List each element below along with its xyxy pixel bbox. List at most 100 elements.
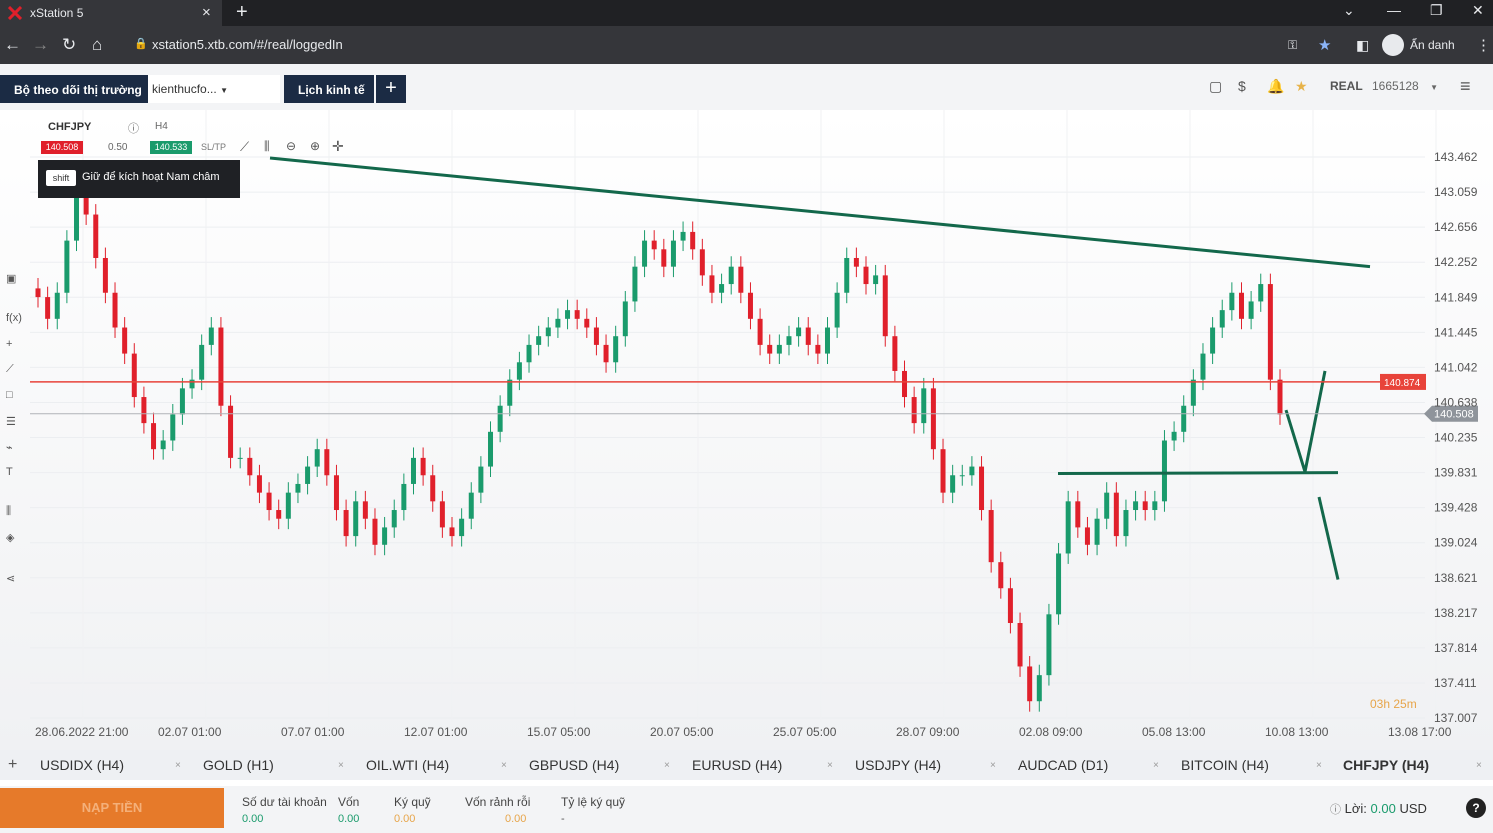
profit-label: Lời:: [1344, 801, 1367, 816]
symbol-tab[interactable]: OIL.WTI (H4): [366, 757, 450, 773]
info-icon[interactable]: ⓘ: [128, 123, 139, 135]
side-panel-icon[interactable]: ◧: [1356, 37, 1370, 53]
price-chart[interactable]: 140.874 140.508 143.462 143.059 142.656 142.…: [0, 110, 1493, 750]
symbol-tab[interactable]: EURUSD (H4): [692, 757, 783, 773]
close-symbol-tab-icon[interactable]: ×: [1153, 760, 1159, 771]
bell-icon[interactable]: 🔔: [1267, 78, 1285, 94]
timeframe-selector[interactable]: H4: [155, 121, 168, 132]
tab-workspace[interactable]: kienthucfo... ▼: [148, 75, 280, 103]
y-tick-label: 140.235: [1434, 431, 1478, 445]
add-symbol-icon[interactable]: +: [8, 756, 18, 773]
equity-label: Vốn: [338, 795, 360, 809]
deposit-button[interactable]: NẠP TIỀN: [0, 788, 224, 828]
sell-button[interactable]: 140.508: [41, 141, 83, 154]
candle-body: [1152, 501, 1158, 511]
key-icon[interactable]: ⚿: [1288, 38, 1298, 52]
close-symbol-tab-icon[interactable]: ×: [1476, 760, 1482, 771]
candle-body: [1171, 431, 1177, 441]
close-symbol-tab-icon[interactable]: ×: [501, 760, 507, 771]
restore-icon[interactable]: ❐: [1430, 2, 1443, 18]
close-symbol-tab-icon[interactable]: ×: [664, 760, 670, 771]
volume-input[interactable]: 0.50: [108, 142, 128, 153]
candle-body: [218, 327, 224, 406]
screenshot-icon[interactable]: ▣: [6, 273, 17, 285]
back-icon[interactable]: ←: [4, 35, 21, 54]
account-selector[interactable]: 1665128 ▼: [1372, 79, 1438, 93]
tab-economic-calendar[interactable]: Lịch kinh tế: [284, 75, 374, 103]
symbol-tab[interactable]: USDJPY (H4): [855, 757, 942, 773]
close-tab-icon[interactable]: ×: [202, 4, 211, 21]
candle-body: [151, 423, 157, 450]
hamburger-menu-icon[interactable]: ≡: [1460, 76, 1471, 96]
pattern-tool-icon[interactable]: ⌁: [6, 442, 13, 454]
y-tick-label: 142.656: [1434, 220, 1478, 234]
layers-icon[interactable]: ◈: [6, 532, 15, 544]
candle-body: [93, 214, 99, 258]
candle-body: [497, 405, 503, 432]
browser-tab-strip: [0, 0, 1493, 26]
share-icon[interactable]: ⋖: [6, 573, 16, 585]
symbol-tab[interactable]: GOLD (H1): [203, 757, 274, 773]
candle-body: [536, 336, 542, 345]
fibonacci-tool-icon[interactable]: ☰: [6, 416, 16, 428]
new-tab-button[interactable]: +: [236, 1, 248, 23]
url-field[interactable]: 🔒 xstation5.xtb.com/#/real/loggedIn: [128, 32, 1318, 58]
bookmark-star-icon[interactable]: ★: [1318, 37, 1332, 54]
candle-body: [988, 510, 994, 563]
rectangle-tool-icon[interactable]: □: [6, 389, 13, 401]
candle-body: [420, 457, 426, 476]
tab-market-watch[interactable]: Bộ theo dõi thị trường: [0, 75, 148, 103]
symbol-tab[interactable]: AUDCAD (D1): [1018, 757, 1109, 773]
buy-button[interactable]: 140.533: [150, 141, 192, 154]
y-tick-label: 138.621: [1434, 571, 1478, 585]
x-tick-label: 10.08 13:00: [1265, 725, 1329, 739]
help-button[interactable]: ?: [1466, 798, 1486, 818]
candle-body: [1027, 666, 1033, 702]
candle-body: [834, 292, 840, 328]
reload-icon[interactable]: ↻: [62, 35, 77, 54]
line-chart-icon[interactable]: ⟋: [240, 139, 250, 154]
candle-body: [882, 275, 888, 337]
sltp-button[interactable]: SL/TP: [201, 142, 227, 152]
browser-tab[interactable]: xStation 5 ×: [0, 0, 222, 26]
close-symbol-tab-icon[interactable]: ×: [990, 760, 996, 771]
currency-icon[interactable]: $: [1238, 78, 1246, 94]
candle-body: [1210, 327, 1216, 354]
symbol-tab[interactable]: GBPUSD (H4): [529, 757, 620, 773]
close-symbol-tab-icon[interactable]: ×: [175, 760, 181, 771]
close-symbol-tab-icon[interactable]: ×: [827, 760, 833, 771]
chart-canvas[interactable]: 140.874 140.508 143.462 143.059 142.656 142.…: [0, 110, 1493, 750]
candles-icon[interactable]: ⫼: [264, 139, 270, 153]
close-symbol-tab-icon[interactable]: ×: [1316, 760, 1322, 771]
home-icon[interactable]: ⌂: [92, 35, 103, 54]
symbol-tab[interactable]: USDIDX (H4): [40, 757, 125, 773]
zoom-out-icon[interactable]: ⊖: [286, 139, 297, 153]
close-window-icon[interactable]: ✕: [1472, 2, 1484, 18]
crosshair-tool-icon[interactable]: +: [6, 338, 13, 350]
chart-symbol[interactable]: CHFJPY: [48, 121, 92, 133]
close-symbol-tab-icon[interactable]: ×: [338, 760, 344, 771]
x-tick-label: 20.07 05:00: [650, 725, 714, 739]
candle-body: [83, 197, 89, 215]
crosshair-icon[interactable]: ✛: [332, 138, 344, 154]
chevron-down-icon[interactable]: ⌄: [1343, 2, 1355, 18]
minimize-icon[interactable]: —: [1387, 2, 1401, 18]
add-tab-button[interactable]: +: [376, 75, 406, 103]
function-icon[interactable]: f(x): [6, 312, 22, 324]
line-tool-icon[interactable]: ⟋: [6, 363, 14, 375]
candle-body: [844, 257, 850, 293]
zoom-in-icon[interactable]: ⊕: [310, 139, 321, 153]
browser-menu-icon[interactable]: ⋮: [1476, 37, 1491, 54]
symbol-tab[interactable]: CHFJPY (H4): [1343, 757, 1430, 773]
indicators-icon[interactable]: ⫼: [6, 505, 12, 517]
x-tick-label: 28.07 09:00: [896, 725, 960, 739]
symbol-tab[interactable]: BITCOIN (H4): [1181, 757, 1269, 773]
candle-body: [998, 562, 1004, 589]
y-tick-label: 137.411: [1434, 676, 1477, 690]
incognito-icon[interactable]: [1382, 34, 1404, 56]
forward-icon[interactable]: →: [32, 35, 49, 54]
text-tool-icon[interactable]: T: [6, 466, 13, 478]
x-tick-label: 15.07 05:00: [527, 725, 591, 739]
fullscreen-icon[interactable]: ▢: [1209, 78, 1223, 94]
star-icon[interactable]: ★: [1295, 78, 1308, 94]
